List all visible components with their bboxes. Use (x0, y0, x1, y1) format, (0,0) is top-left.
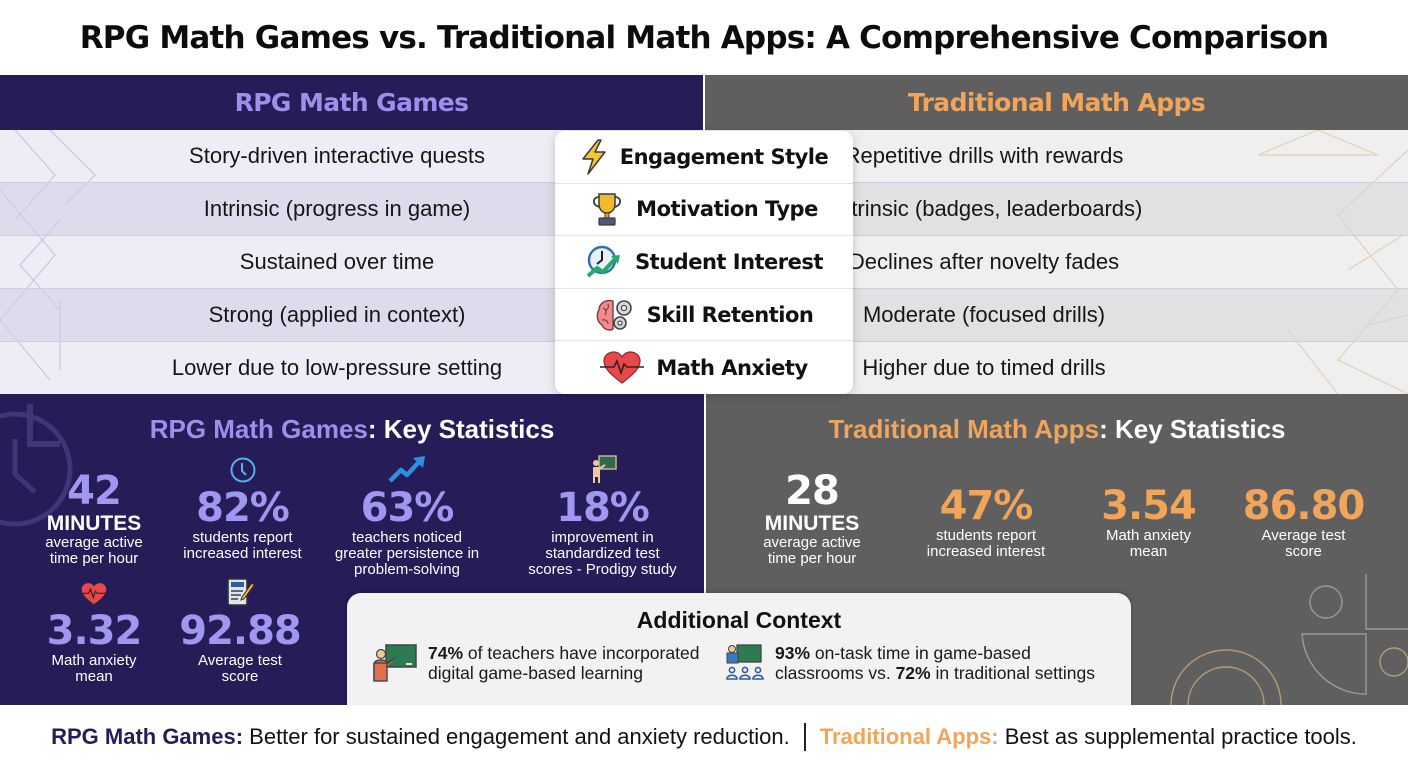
stat-test-improvement: 18% improvement in standardized test sco… (515, 454, 690, 578)
footer-traditional-label: Traditional Apps: (819, 723, 999, 749)
stat-interest: 82% students report increased interest (170, 454, 315, 562)
stat-value: 42 (67, 468, 122, 514)
brain-gear-icon (596, 299, 632, 331)
context-title: Additional Context (636, 607, 842, 633)
category-card: Engagement Style Motivation Type Student… (555, 131, 853, 394)
category-engagement-style: Engagement Style (555, 131, 853, 184)
rpg-value: Lower due to low-pressure setting (171, 355, 503, 380)
lightning-icon (582, 139, 606, 175)
stat-value: 63% (360, 485, 455, 531)
stat-persistence: 63% teachers noticed greater persistence… (322, 454, 492, 578)
traditional-value: Repetitive drills with rewards (844, 143, 1124, 168)
stat-active-time: 28 MINUTES average active time per hour (748, 469, 876, 567)
heart-pulse-icon (600, 351, 645, 384)
context-item-teachers: 74% of teachers have incorporated digita… (372, 643, 699, 683)
stat-anxiety: 3.32 Math anxiety mean (30, 577, 158, 685)
stat-interest: 47% students report increased interest (906, 484, 1066, 560)
traditional-value: Moderate (focused drills) (862, 302, 1106, 327)
category-label: Student Interest (635, 249, 823, 274)
traditional-value: Extrinsic (badges, leaderboards) (825, 196, 1143, 221)
stat-test-score: 92.88 Average test score (170, 577, 310, 685)
clock-trend-icon (586, 245, 621, 278)
page-title: RPG Math Games vs. Traditional Math Apps… (79, 19, 1329, 56)
traditional-value: Higher due to timed drills (862, 355, 1106, 380)
comparison-row: Sustained over time Declines after novel… (0, 236, 1408, 289)
stat-value: 47% (939, 483, 1034, 529)
rpg-value: Intrinsic (progress in game) (203, 196, 471, 221)
stat-value: 18% (556, 485, 650, 531)
test-paper-icon (227, 578, 255, 606)
stat-value: 92.88 (179, 608, 302, 654)
footer-rpg-text: Better for sustained engagement and anxi… (249, 723, 790, 749)
category-label: Engagement Style (619, 144, 829, 169)
rpg-value: Strong (applied in context) (208, 302, 466, 327)
stat-active-time: 42 MINUTES average active time per hour (30, 469, 158, 567)
category-skill-retention: Skill Retention (555, 289, 853, 342)
stat-value: 28 (785, 468, 840, 514)
category-student-interest: Student Interest (555, 236, 853, 289)
footer-divider (803, 722, 806, 751)
trend-up-icon (388, 456, 425, 483)
trophy-icon (593, 193, 622, 226)
stat-value: 82% (196, 485, 290, 531)
comparison-row: Lower due to low-pressure setting Higher… (0, 342, 1408, 395)
category-motivation-type: Motivation Type (555, 184, 853, 237)
stat-anxiety: 3.54 Math anxiety mean (1086, 484, 1211, 560)
teacher-board-icon (373, 644, 417, 682)
stats-title: Traditional Math Apps: Key Statistics (828, 414, 1286, 444)
rpg-value: Story-driven interactive quests (189, 143, 485, 168)
classroom-icon (726, 644, 764, 680)
stat-unit: MINUTES (46, 512, 142, 535)
rpg-value: Sustained over time (239, 249, 435, 274)
stat-value: 86.80 (1242, 483, 1366, 529)
category-label: Motivation Type (636, 197, 818, 222)
heart-pulse-icon (80, 583, 108, 605)
teacher-board-icon (592, 455, 617, 483)
decorative-shapes-icon (1170, 574, 1408, 705)
category-math-anxiety: Math Anxiety (555, 341, 853, 394)
stats-title: RPG Math Games: Key Statistics (149, 414, 555, 444)
footer-traditional-text: Best as supplemental practice tools. (1004, 723, 1357, 749)
stat-test-score: 86.80 Average test score (1231, 484, 1376, 560)
category-label: Skill Retention (646, 302, 814, 327)
category-label: Math Anxiety (656, 355, 808, 380)
footer-rpg-label: RPG Math Games: (51, 723, 244, 749)
comparison-row: Story-driven interactive quests Repetiti… (0, 130, 1408, 183)
context-item-on-task: 93% on-task time in game-based classroom… (725, 643, 1095, 683)
additional-context-card: Additional Context 74% of teachers have … (347, 593, 1131, 708)
stat-value: 3.54 (1101, 483, 1197, 529)
column-header-rpg: RPG Math Games (0, 75, 703, 130)
column-header-traditional: Traditional Math Apps (705, 75, 1408, 130)
summary-footer: RPG Math Games: Better for sustained eng… (0, 705, 1408, 768)
stat-unit: MINUTES (764, 512, 860, 535)
stat-value: 3.32 (46, 608, 143, 654)
traditional-value: Declines after novelty fades (848, 249, 1120, 274)
clock-icon (230, 457, 255, 483)
